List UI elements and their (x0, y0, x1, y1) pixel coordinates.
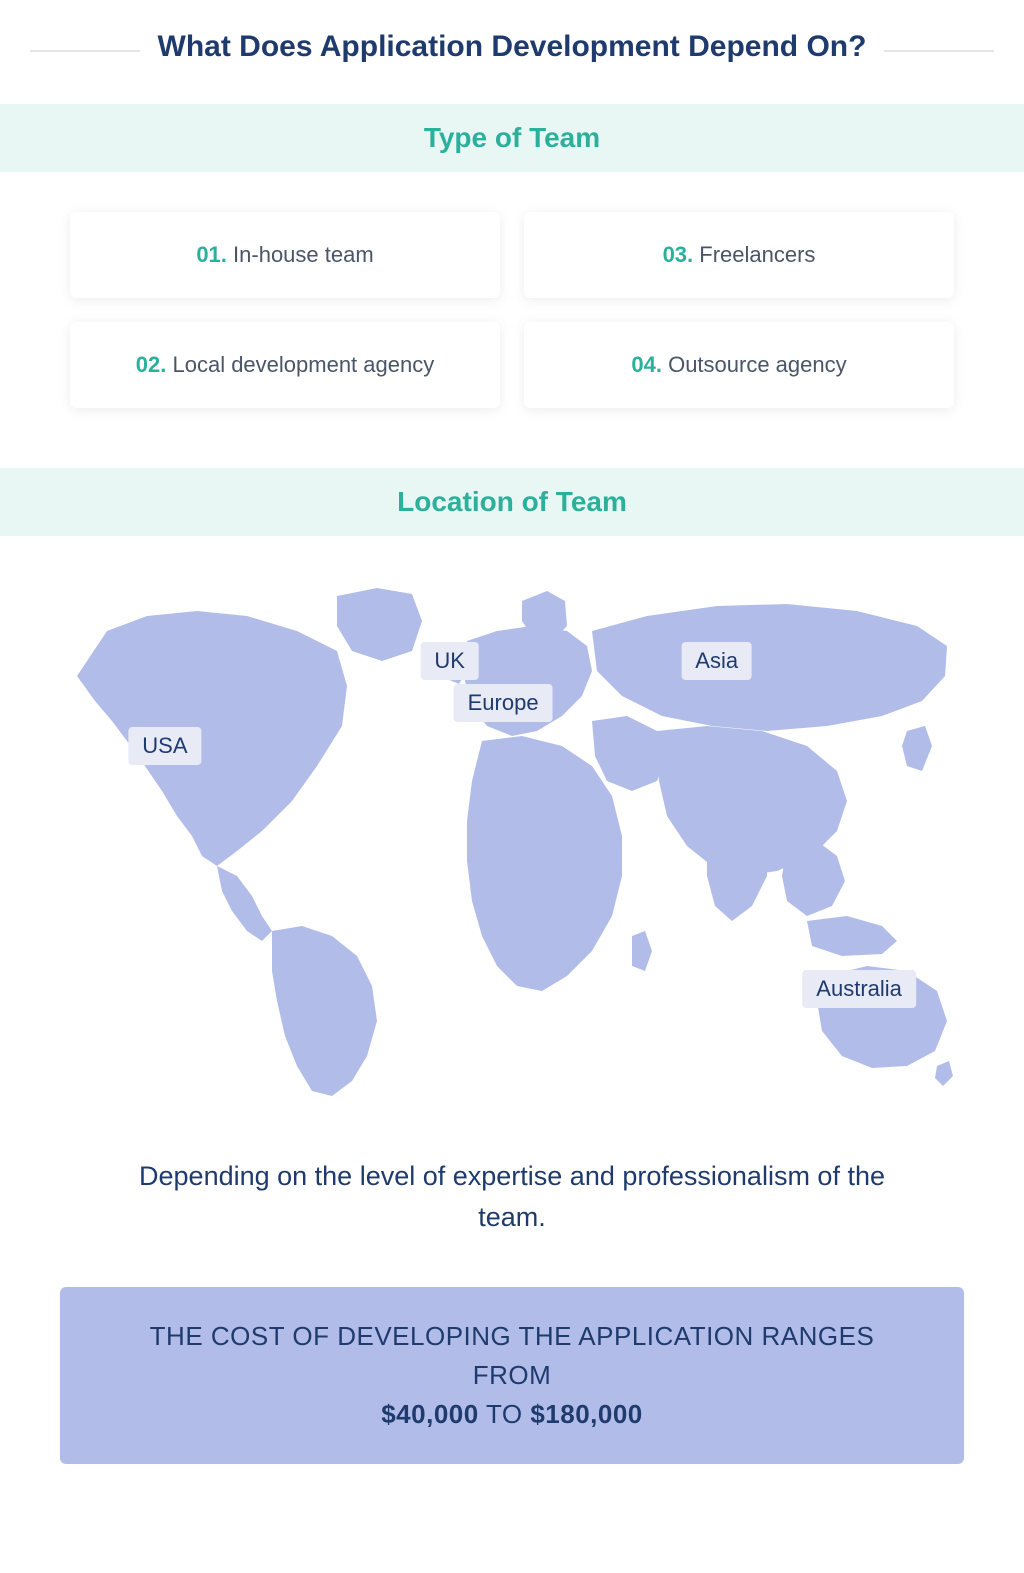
team-card-num: 03. (663, 242, 694, 267)
team-card-label: In-house team (233, 242, 374, 267)
section-header-team-type: Type of Team (0, 104, 1024, 172)
map-label-europe: Europe (454, 684, 553, 722)
section-header-location: Location of Team (0, 468, 1024, 536)
page-title: What Does Application Development Depend… (0, 0, 1024, 104)
team-card-label: Freelancers (699, 242, 815, 267)
world-map: USA UK Europe Asia Australia (67, 576, 957, 1106)
map-label-uk: UK (420, 642, 479, 680)
team-card-num: 04. (631, 352, 662, 377)
team-type-grid: 01. In-house team 03. Freelancers 02. Lo… (0, 212, 1024, 468)
cost-high: $180,000 (530, 1399, 642, 1429)
team-card-1: 01. In-house team (70, 212, 500, 298)
location-subtext: Depending on the level of expertise and … (0, 1136, 1024, 1287)
cost-mid: TO (479, 1399, 531, 1429)
team-card-num: 02. (136, 352, 167, 377)
team-card-label: Local development agency (172, 352, 434, 377)
map-label-asia: Asia (681, 642, 752, 680)
team-card-4: 04. Outsource agency (524, 322, 954, 408)
map-label-usa: USA (128, 727, 201, 765)
team-card-2: 02. Local development agency (70, 322, 500, 408)
team-card-num: 01. (196, 242, 227, 267)
team-card-label: Outsource agency (668, 352, 847, 377)
team-card-3: 03. Freelancers (524, 212, 954, 298)
cost-low: $40,000 (381, 1399, 478, 1429)
cost-summary-box: THE COST OF DEVELOPING THE APPLICATION R… (60, 1287, 964, 1464)
cost-line1: THE COST OF DEVELOPING THE APPLICATION R… (150, 1321, 875, 1390)
world-map-svg (67, 576, 957, 1106)
map-label-australia: Australia (802, 970, 916, 1008)
